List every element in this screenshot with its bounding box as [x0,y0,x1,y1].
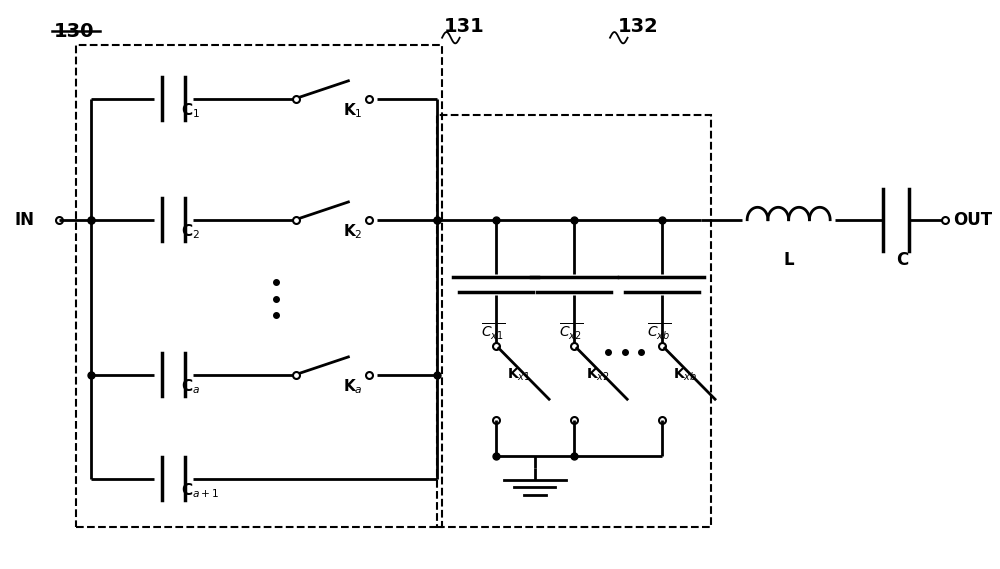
Text: 130: 130 [54,23,94,42]
Text: IN: IN [14,211,34,229]
Text: $\overline{C_{x1}}$: $\overline{C_{x1}}$ [481,321,505,342]
Text: C$_{a+1}$: C$_{a+1}$ [181,482,220,500]
Text: OUT: OUT [953,211,992,229]
Text: K$_a$: K$_a$ [343,377,362,396]
Text: $\overline{C_{xb}}$: $\overline{C_{xb}}$ [647,321,671,342]
Text: $\overline{C_{x2}}$: $\overline{C_{x2}}$ [559,321,583,342]
Bar [437,116,711,527]
Text: 131: 131 [444,17,485,36]
Text: L: L [783,251,794,269]
Text: 132: 132 [618,17,659,36]
Text: K$_{x2}$: K$_{x2}$ [586,366,609,382]
Text: C: C [896,251,908,269]
Text: K$_{x1}$: K$_{x1}$ [507,366,531,382]
Text: C$_1$: C$_1$ [181,101,200,120]
Text: K$_2$: K$_2$ [343,222,362,241]
Text: C$_2$: C$_2$ [181,222,200,241]
Text: K$_{xb}$: K$_{xb}$ [673,366,698,382]
Bar [76,45,442,527]
Text: C$_a$: C$_a$ [181,377,201,396]
Text: K$_1$: K$_1$ [343,101,362,120]
